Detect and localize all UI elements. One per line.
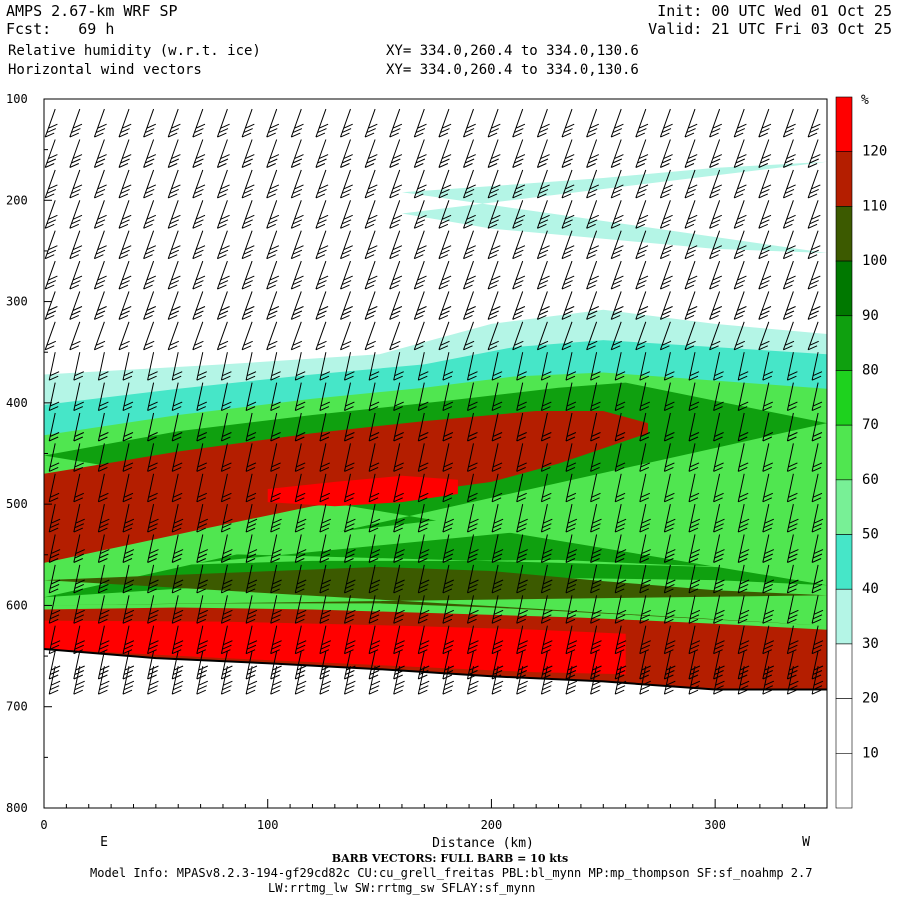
wind-barb-column xyxy=(512,108,528,695)
barb-vectors-note: BARB VECTORS: FULL BARB = 10 kts xyxy=(332,852,568,865)
below-ground-mask xyxy=(44,649,827,808)
field-name-wind: Horizontal wind vectors xyxy=(8,62,202,78)
colorbar-swatch xyxy=(835,534,853,590)
wind-barb-column xyxy=(487,108,504,695)
init-time: Init: 00 UTC Wed 01 Oct 25 xyxy=(657,2,892,20)
wind-barb-column xyxy=(684,108,701,695)
wind-barb-column xyxy=(44,108,61,695)
wind-barb-column xyxy=(192,108,209,695)
wind-barb-column xyxy=(266,108,282,695)
colorbar-label: 40 xyxy=(862,581,879,597)
wind-barb-column xyxy=(733,108,750,695)
colorbar-swatch xyxy=(835,260,853,317)
colorbar-swatch xyxy=(835,753,853,809)
wind-barb-column xyxy=(241,108,258,695)
wind-barb-column xyxy=(610,108,627,695)
wind-barb-column xyxy=(364,108,381,695)
forecast-hour: Fcst: 69 h xyxy=(6,20,115,38)
wind-barb-column xyxy=(413,108,430,695)
wind-barb-column xyxy=(635,108,651,695)
x-end-label-right: W xyxy=(802,835,810,850)
colorbar-swatch xyxy=(835,315,853,371)
y-tick-label: 300 xyxy=(6,295,28,309)
y-tick-label: 600 xyxy=(6,598,28,612)
terrain-line xyxy=(43,648,827,691)
rh-fill-layers xyxy=(44,161,827,808)
axis-labels: 100 200 300 400 500 600 700 800 0 100 200 300 xyxy=(6,92,726,832)
wind-barb-column xyxy=(782,108,799,695)
plot-area xyxy=(43,98,828,809)
wind-barb-column xyxy=(118,108,135,695)
wind-barb-column xyxy=(438,108,455,695)
rh-layer-rh-120-core xyxy=(267,475,458,507)
wind-barb-column xyxy=(216,108,233,695)
model-info: Model Info: MPASv8.2.3-194-gf29cd82c CU:… xyxy=(90,866,813,880)
wind-barb-column xyxy=(709,108,725,695)
wind-barb-column xyxy=(536,108,553,695)
plot-frame xyxy=(43,98,828,809)
colorbar-swatch xyxy=(835,479,853,535)
y-tick-label: 100 xyxy=(6,92,28,106)
colorbar-label: 80 xyxy=(862,362,879,378)
y-tick-label: 200 xyxy=(6,193,28,207)
colorbar-label: 30 xyxy=(862,636,879,652)
wind-barb-column xyxy=(807,108,824,695)
wind-barb-column xyxy=(143,108,159,695)
x-tick-label: 200 xyxy=(481,818,503,832)
rh-layer-rh-120-surface xyxy=(44,620,626,675)
colorbar-label: 20 xyxy=(862,691,879,707)
x-tick-label: 0 xyxy=(40,818,47,832)
y-tick-label: 700 xyxy=(6,700,28,714)
x-axis-title: Distance (km) xyxy=(432,836,534,851)
rh-layer-rh-60-70-low xyxy=(178,500,827,570)
wind-barb-column xyxy=(93,108,110,695)
colorbar-swatch xyxy=(835,643,853,699)
axis-ticks xyxy=(43,98,828,809)
colorbar-swatch xyxy=(835,588,853,645)
wind-barb-column xyxy=(340,108,356,695)
colorbar-swatch xyxy=(835,151,853,207)
x-tick-label: 300 xyxy=(704,818,726,832)
rh-layer-rh-30-40-upper xyxy=(401,161,827,253)
colorbar-swatch xyxy=(835,206,853,262)
wind-barb-column xyxy=(463,108,479,695)
colorbar-swatch xyxy=(835,698,853,754)
colorbar-label: 100 xyxy=(862,253,887,269)
rh-layer-rh-100-110-low xyxy=(44,566,827,626)
wind-barb-column xyxy=(389,108,405,695)
wind-barb-column xyxy=(659,108,676,695)
colorbar-label: 50 xyxy=(862,527,879,543)
y-tick-label: 500 xyxy=(6,497,28,511)
colorbar-swatch xyxy=(835,424,853,481)
y-tick-label: 800 xyxy=(6,801,28,815)
colorbar-label: 10 xyxy=(862,745,879,761)
cross-section-coords-2: XY= 334.0,260.4 to 334.0,130.6 xyxy=(386,62,639,78)
colorbar: % 120 110 100 90 80 70 60 50 40 30 20 10 xyxy=(835,93,887,809)
title-line1: AMPS 2.67-km WRF SP xyxy=(6,2,178,20)
wind-barb-column xyxy=(69,108,85,695)
wind-barb-column xyxy=(758,108,775,695)
model-info-physics: LW:rrtmg_lw SW:rrtmg_sw SFLAY:sf_mynn xyxy=(268,881,536,895)
wind-barb-column xyxy=(561,108,578,695)
colorbar-swatch xyxy=(835,96,853,152)
colorbar-swatch xyxy=(835,370,853,426)
colorbar-label: 70 xyxy=(862,417,879,433)
colorbar-label: 120 xyxy=(862,144,887,160)
colorbar-label: 110 xyxy=(862,198,887,214)
colorbar-label: 90 xyxy=(862,308,879,324)
y-tick-label: 400 xyxy=(6,396,28,410)
colorbar-unit: % xyxy=(861,93,869,108)
cross-section-coords-1: XY= 334.0,260.4 to 334.0,130.6 xyxy=(386,43,639,59)
wind-barb-column xyxy=(315,108,332,695)
colorbar-label: 60 xyxy=(862,472,879,488)
x-tick-label: 100 xyxy=(257,818,279,832)
wind-barbs xyxy=(44,108,824,695)
wind-barb-column xyxy=(167,108,184,695)
valid-time: Valid: 21 UTC Fri 03 Oct 25 xyxy=(648,20,892,38)
wind-barb-column xyxy=(290,108,307,695)
wind-barb-column xyxy=(586,108,602,695)
x-end-label-left: E xyxy=(100,835,108,850)
field-name-rh: Relative humidity (w.r.t. ice) xyxy=(8,43,261,59)
